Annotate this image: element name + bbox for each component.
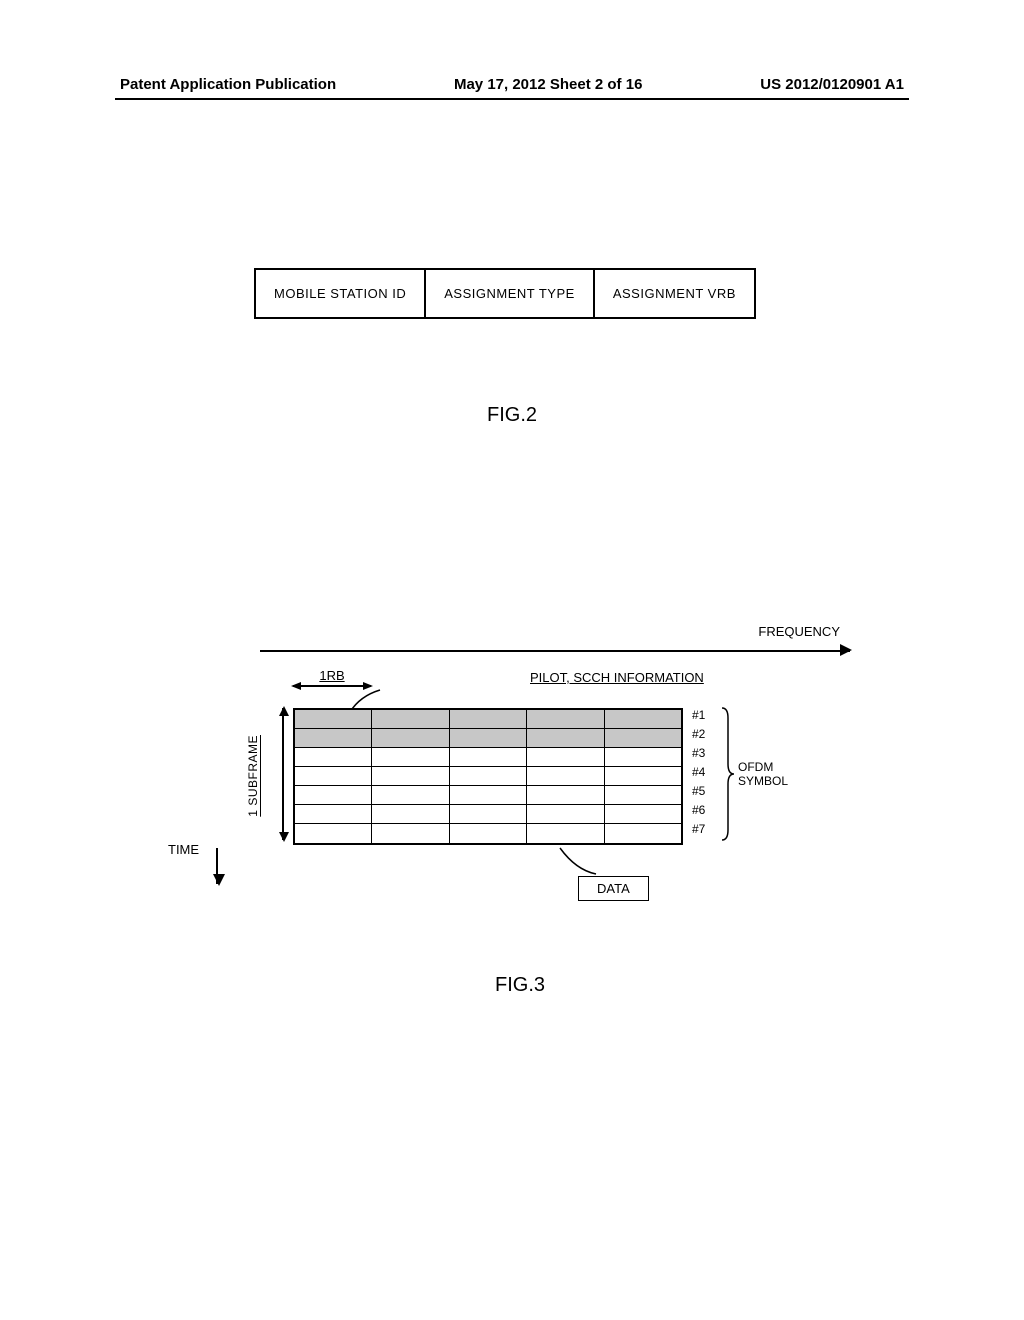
fig2-cell-2: ASSIGNMENT VRB — [595, 270, 754, 317]
rb-label: 1RB — [293, 668, 371, 683]
symbol-7: #7 — [692, 820, 705, 839]
fig3: FREQUENCY 1RB PILOT, SCCH INFORMATION — [160, 624, 880, 954]
ofdm-line-2: SYMBOL — [738, 774, 788, 788]
grid-row-4 — [295, 767, 681, 786]
symbol-6: #6 — [692, 801, 705, 820]
ofdm-line-1: OFDM — [738, 760, 788, 774]
fig3-caption: FIG.3 — [160, 974, 880, 997]
data-label-box: DATA — [578, 876, 649, 901]
arrow-left-icon — [291, 682, 301, 690]
arrow-down-icon — [279, 832, 289, 842]
header-center: May 17, 2012 Sheet 2 of 16 — [454, 76, 642, 93]
grid-row-5 — [295, 786, 681, 805]
ofdm-symbol-label: OFDM SYMBOL — [738, 760, 788, 788]
fig2-cell-0: MOBILE STATION ID — [256, 270, 426, 317]
symbol-4: #4 — [692, 763, 705, 782]
data-label: DATA — [597, 881, 630, 896]
symbol-5: #5 — [692, 782, 705, 801]
symbol-1: #1 — [692, 706, 705, 725]
page-header: Patent Application Publication May 17, 2… — [120, 76, 904, 93]
arrow-right-icon — [840, 644, 852, 656]
frequency-axis — [260, 650, 850, 652]
arrow-down-icon — [213, 874, 225, 886]
symbol-labels: #1 #2 #3 #4 #5 #6 #7 — [692, 706, 705, 839]
grid-row-2 — [295, 729, 681, 748]
time-label: TIME — [168, 842, 199, 857]
brace-icon — [720, 706, 734, 842]
header-left: Patent Application Publication — [120, 76, 336, 93]
fig2-cell-1: ASSIGNMENT TYPE — [426, 270, 595, 317]
header-right: US 2012/0120901 A1 — [760, 76, 904, 93]
grid-row-7 — [295, 824, 681, 843]
grid-row-1 — [295, 710, 681, 729]
subframe-grid — [293, 708, 683, 845]
header-rule — [115, 98, 909, 100]
rb-label-group: 1RB — [293, 668, 371, 687]
fig2-table: MOBILE STATION ID ASSIGNMENT TYPE ASSIGN… — [254, 268, 756, 319]
subframe-label-group: 1 SUBFRAME — [246, 706, 260, 846]
frequency-label: FREQUENCY — [758, 624, 840, 639]
symbol-3: #3 — [692, 744, 705, 763]
subframe-label: 1 SUBFRAME — [246, 735, 260, 817]
pilot-label: PILOT, SCCH INFORMATION — [530, 670, 704, 685]
arrow-up-icon — [279, 706, 289, 716]
symbol-2: #2 — [692, 725, 705, 744]
time-arrow — [216, 848, 218, 884]
fig2-caption: FIG.2 — [0, 404, 1024, 427]
grid-row-6 — [295, 805, 681, 824]
arrow-right-icon — [363, 682, 373, 690]
grid-row-3 — [295, 748, 681, 767]
